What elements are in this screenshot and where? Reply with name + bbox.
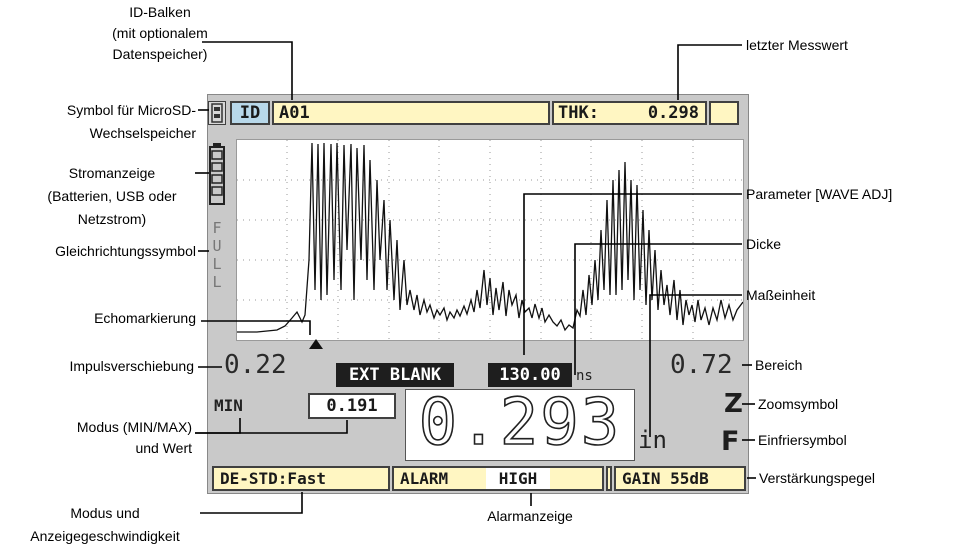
ascan-trace [237,142,744,333]
mode-speed-field: DE-STD:Fast [212,466,390,491]
id-value: A01 [279,103,310,123]
callout-mode: Modus (MIN/MAX) und Wert [76,419,192,456]
microsd-card-icon [208,101,226,125]
gain-field: GAIN 55dB [614,466,746,491]
callout-microsd: Symbol für MicroSD- Wechselspeicher [66,102,196,141]
ext-blank-badge: EXT BLANK [336,363,454,387]
callout-gain: Verstärkungspegel [759,470,875,486]
alarm-label: ALARM [400,469,449,488]
wave-adj-value: 130.00 [488,363,572,387]
thk-label: THK: [558,103,599,123]
alarm-value: HIGH [486,468,550,489]
minmax-mode: MIN [214,396,243,415]
callout-mode-speed: Modus und Anzeigegeschwindigkeit [30,505,180,544]
thickness-value: 0.293 [418,385,622,461]
id-bar: A01 [272,101,550,125]
callout-pulse-shift: Impulsverschiebung [69,358,194,374]
waveform-area [236,139,744,341]
pulse-shift-value: 0.22 [224,350,287,380]
thk-value: 0.298 [647,103,699,123]
waveform-graph [237,140,744,340]
freeze-icon: F [721,426,740,457]
zoom-icon: Z [724,389,743,419]
callout-power: Stromanzeige (Batterien, USB oder Netzst… [47,165,177,227]
callout-range: Bereich [755,357,803,373]
alarm-field: ALARM HIGH [392,466,604,491]
unit-label: in [638,426,667,454]
callout-freeze: Einfriersymbol [758,432,847,448]
status-bar-spare [606,466,612,491]
thickness-display: 0.293 [405,385,635,461]
callout-wave-adj: Parameter [WAVE ADJ] [746,186,893,202]
battery-level-icon [209,143,225,205]
callout-alarm: Alarmanzeige [487,508,573,524]
callout-rectification: Gleichrichtungssymbol [55,243,196,259]
callout-echo-marker: Echomarkierung [94,310,196,326]
callout-zoom: Zoomsymbol [758,396,839,412]
callout-last-value: letzter Messwert [746,37,848,53]
wave-adj-unit: ns [576,368,593,384]
id-tag: ID [230,101,270,125]
rectification-symbol: F U L L [212,219,222,291]
gauge-screen: ID A01 THK: 0.298 F U L L [207,94,749,494]
range-value: 0.72 [670,350,733,380]
minmax-value: 0.191 [308,393,396,419]
echo-marker-triangle-icon [309,339,323,349]
callout-thickness: Dicke [746,236,782,252]
last-measurement-field: THK: 0.298 [552,101,707,125]
callout-unit: Maßeinheit [746,287,816,303]
id-bar-spare [709,101,739,125]
callout-id-bar: ID-Balken (mit optionalem Datenspeicher) [112,4,208,62]
